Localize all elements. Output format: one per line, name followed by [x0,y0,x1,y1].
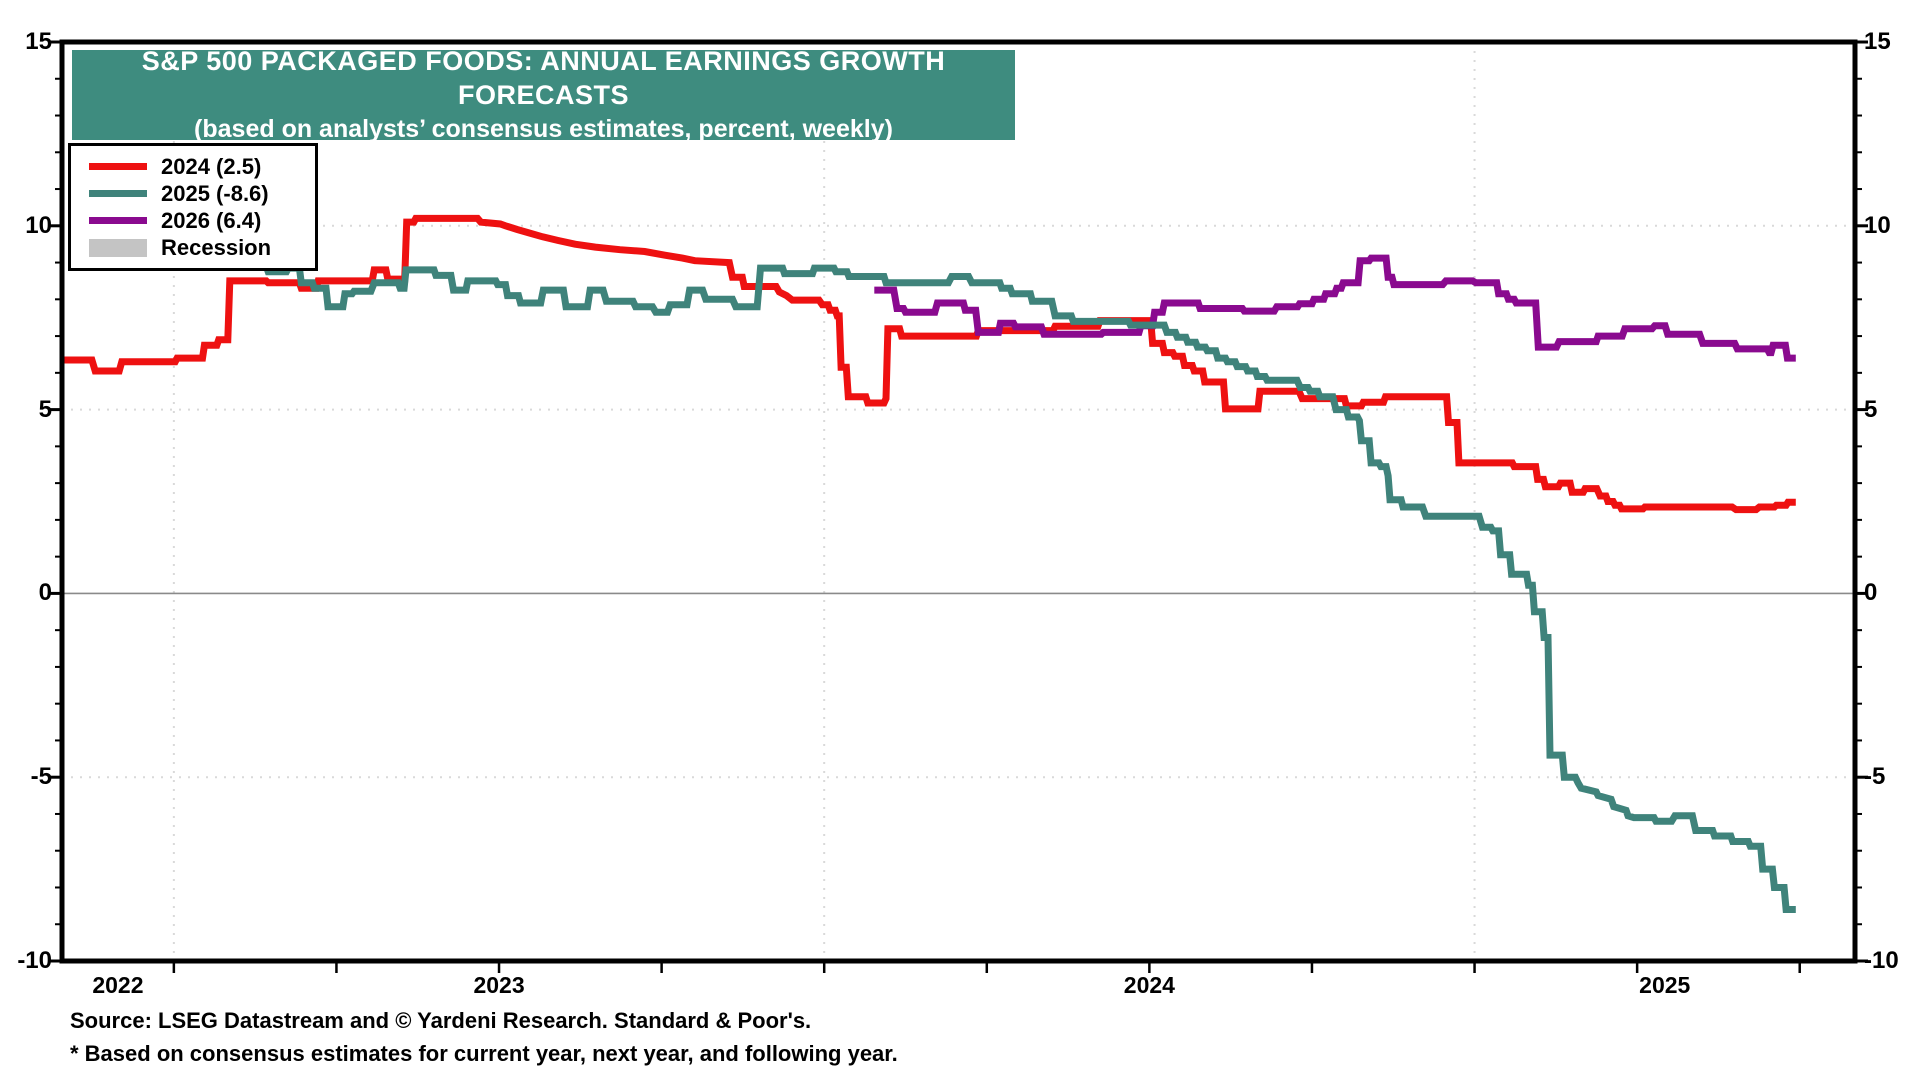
y-axis-label-right-15: 15 [1864,28,1891,55]
legend-label: 2025 (-8.6) [161,180,269,206]
y-axis-label-right-0: 0 [1864,579,1878,607]
legend-swatch-icon [89,163,147,170]
legend-label: 2024 (2.5) [161,153,262,179]
series-line-2026 [874,254,1796,362]
y-axis-label-left--5: -5 [30,763,52,791]
y-axis-label-left--10: -10 [17,947,52,974]
y-axis-label-left-15: 15 [25,28,52,55]
x-axis-label-2022: 2022 [92,972,144,998]
y-axis-label-right-10: 10 [1864,211,1891,239]
legend-swatch-icon [89,238,147,257]
series-line-2025 [254,262,1796,913]
x-axis-label-2025: 2025 [1639,972,1691,998]
x-axis-label-2023: 2023 [473,972,525,998]
y-axis-label-left-0: 0 [38,579,52,607]
y-axis-label-left-10: 10 [25,211,52,239]
chart-frame [59,39,1858,964]
chart-title-bar: S&P 500 PACKAGED FOODS: ANNUAL EARNINGS … [72,46,1015,143]
footnote-text: * Based on consensus estimates for curre… [70,1041,898,1066]
chart-legend: 2024 (2.5) 2025 (-8.6) 2026 (6.4) Recession [68,143,318,271]
chart-title: S&P 500 PACKAGED FOODS: ANNUAL EARNINGS … [141,46,946,110]
y-axis-label-right--5: -5 [1864,763,1886,791]
legend-item: 2026 (6.4) [89,207,315,234]
legend-swatch-icon [89,217,147,224]
legend-item: Recession [89,234,315,261]
x-axis-label-2024: 2024 [1123,972,1175,998]
legend-label: Recession [161,234,272,260]
chart-subtitle: (based on analysts’ consensus estimates,… [194,114,893,143]
source-block: Source: LSEG Datastream and © Yardeni Re… [70,1010,898,1076]
y-axis-label-right-5: 5 [1864,395,1878,423]
legend-item: 2024 (2.5) [89,153,315,180]
y-axis-label-right--10: -10 [1864,947,1899,974]
legend-swatch-icon [89,190,147,197]
legend-label: 2026 (6.4) [161,207,262,233]
legend-item: 2025 (-8.6) [89,180,315,207]
source-text: Source: LSEG Datastream and © Yardeni Re… [70,1008,812,1033]
series-line-2024 [62,214,1796,514]
y-axis-label-left-5: 5 [38,395,52,423]
